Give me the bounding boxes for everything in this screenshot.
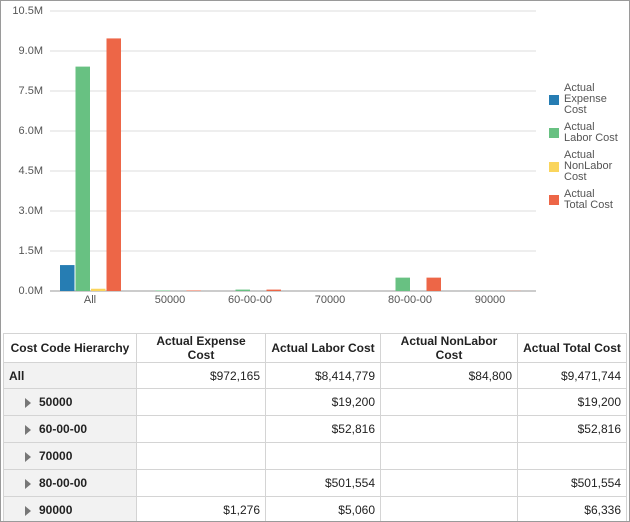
row-header-cell: All [3, 362, 137, 389]
row-header-cell: 60-00-00 [3, 415, 137, 443]
bar [155, 290, 170, 291]
bar [106, 38, 121, 291]
bar [60, 265, 75, 291]
legend-swatch [549, 128, 559, 138]
table-row: 60-00-00 $52,816 $52,816 [3, 415, 627, 443]
value-cell [517, 442, 627, 470]
bar [235, 289, 250, 291]
value-cell [136, 415, 266, 443]
value-cell: $52,816 [517, 415, 627, 443]
value-cell [136, 388, 266, 416]
y-tick-label: 4.5M [19, 165, 43, 177]
legend-label: Actual NonLabor Cost [564, 149, 613, 183]
expand-icon [25, 478, 31, 489]
y-tick-label: 3.0M [19, 205, 43, 217]
column-header: Actual NonLabor Cost [380, 333, 518, 363]
x-tick-label: 70000 [315, 294, 346, 306]
legend-item: Actual Total Cost [549, 189, 619, 211]
value-cell: $8,414,779 [265, 362, 381, 389]
value-cell [265, 442, 381, 470]
column-header: Actual Expense Cost [136, 333, 266, 363]
table-row: 80-00-00 $501,554 $501,554 [3, 469, 627, 497]
row-header: 80-00-00 [39, 476, 88, 490]
value-cell [136, 469, 266, 497]
expand-icon [25, 451, 31, 462]
x-tick-label: 90000 [475, 294, 506, 306]
expand-icon [25, 397, 31, 408]
bar [75, 66, 90, 291]
value-cell [380, 415, 518, 443]
legend-item: Actual Labor Cost [549, 122, 619, 144]
legend-item: Actual Expense Cost [549, 83, 619, 116]
value-cell: $501,554 [517, 469, 627, 497]
legend-swatch [549, 94, 559, 105]
row-header-cell: 50000 [3, 388, 137, 416]
row-header-cell: 80-00-00 [3, 469, 137, 497]
row-header-cell: 70000 [3, 442, 137, 470]
value-cell: $501,554 [265, 469, 381, 497]
value-cell: $84,800 [380, 362, 518, 389]
value-cell: $52,816 [265, 415, 381, 443]
y-tick-label: 10.5M [12, 5, 43, 17]
bar [395, 277, 410, 291]
bar [426, 277, 441, 291]
row-header: 70000 [39, 449, 73, 463]
table-row: 70000 [3, 442, 627, 470]
legend: Actual Expense Cost Actual Labor Cost Actu… [549, 83, 619, 217]
value-cell: $5,060 [265, 496, 381, 521]
y-tick-label: 0.0M [19, 285, 43, 297]
table-row: All $972,165 $8,414,779 $84,800 $9,471,744 [3, 362, 627, 389]
value-cell [380, 442, 518, 470]
y-tick-label: 1.5M [19, 245, 43, 257]
legend-label: Actual Expense Cost [564, 82, 607, 116]
y-tick-label: 9.0M [19, 45, 43, 57]
column-header: Actual Total Cost [517, 333, 627, 363]
row-header: 90000 [39, 503, 73, 517]
table-row: 50000 $19,200 $19,200 [3, 388, 627, 416]
expand-icon [25, 424, 31, 435]
expand-icon [25, 505, 31, 516]
value-cell [380, 496, 518, 521]
header-row: Cost Code Hierarchy Actual Expense Cost A… [3, 333, 627, 363]
row-header: 60-00-00 [39, 422, 88, 436]
legend-label: Actual Total Cost [564, 188, 613, 211]
y-tick-label: 6.0M [19, 125, 43, 137]
x-tick-label: 80-00-00 [388, 294, 432, 306]
legend-swatch [549, 161, 559, 172]
corner-header: Cost Code Hierarchy [3, 333, 137, 363]
value-cell: $9,471,744 [517, 362, 627, 389]
legend-label: Actual Labor Cost [564, 121, 618, 144]
value-cell: $19,200 [517, 388, 627, 416]
bar [186, 290, 201, 291]
row-header: 50000 [39, 395, 73, 409]
legend-item: Actual NonLabor Cost [549, 150, 619, 183]
table-row: 90000 $1,276 $5,060 $6,336 [3, 496, 627, 521]
y-tick-label: 7.5M [19, 85, 43, 97]
x-tick-label: 60-00-00 [228, 294, 272, 306]
value-cell: $19,200 [265, 388, 381, 416]
bar [266, 289, 281, 291]
value-cell [136, 442, 266, 470]
legend-swatch [549, 195, 559, 205]
value-cell [380, 469, 518, 497]
x-tick-label: All [84, 294, 96, 306]
row-header-cell: 90000 [3, 496, 137, 521]
row-header: All [9, 368, 25, 383]
bar [91, 288, 106, 291]
value-cell: $972,165 [136, 362, 266, 389]
data-table: Cost Code Hierarchy Actual Expense Cost A… [3, 333, 627, 521]
column-header: Actual Labor Cost [265, 333, 381, 363]
value-cell: $6,336 [517, 496, 627, 521]
x-tick-label: 50000 [155, 294, 186, 306]
value-cell [380, 388, 518, 416]
value-cell: $1,276 [136, 496, 266, 521]
chart: 0.0M 1.5M 3.0M 4.5M 6.0M 7.5M 9.0M 10.5M All 5000… [12, 5, 536, 306]
